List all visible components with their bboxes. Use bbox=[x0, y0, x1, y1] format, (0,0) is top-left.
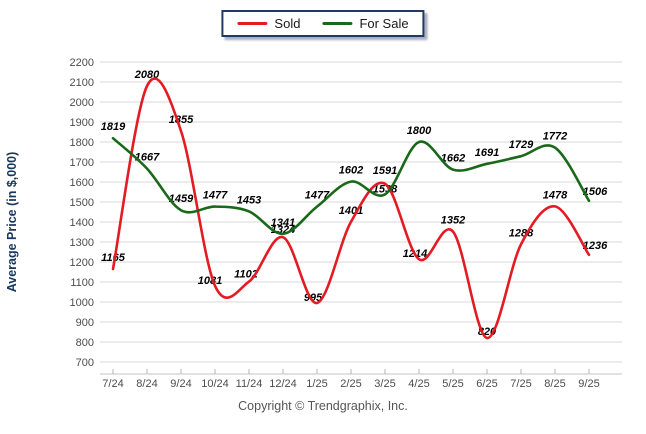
data-label-sold-5-25: 1352 bbox=[441, 215, 465, 227]
y-tick-label: 2000 bbox=[70, 97, 94, 109]
data-label-for-sale-9-25: 1506 bbox=[583, 186, 608, 198]
y-tick-label: 1800 bbox=[70, 137, 94, 149]
y-axis-title: Average Price (in $,000) bbox=[5, 152, 19, 293]
x-tick-label: 4/25 bbox=[408, 378, 429, 390]
y-tick-label: 1400 bbox=[70, 217, 94, 229]
x-tick-label: 1/25 bbox=[306, 378, 327, 390]
for-sale-line-swatch bbox=[322, 22, 353, 25]
x-tick-label: 2/25 bbox=[340, 378, 361, 390]
x-tick-label: 6/25 bbox=[476, 378, 497, 390]
y-tick-label: 700 bbox=[76, 357, 94, 369]
x-tick-label: 3/25 bbox=[374, 378, 395, 390]
x-tick-label: 7/24 bbox=[102, 378, 123, 390]
y-tick-label: 1200 bbox=[70, 257, 94, 269]
data-label-for-sale-5-25: 1662 bbox=[441, 153, 465, 165]
x-tick-label: 11/24 bbox=[236, 378, 263, 390]
data-label-for-sale-10-24: 1477 bbox=[203, 190, 228, 202]
x-tick-label: 9/25 bbox=[578, 378, 599, 390]
x-tick-label: 8/25 bbox=[544, 378, 565, 390]
data-label-for-sale-9-24: 1459 bbox=[169, 193, 194, 205]
sold-line-swatch bbox=[237, 22, 268, 25]
data-label-for-sale-8-25: 1772 bbox=[543, 131, 567, 143]
legend-label: For Sale bbox=[359, 16, 409, 31]
data-label-sold-2-25: 1401 bbox=[339, 205, 363, 217]
sold-series-line bbox=[111, 77, 591, 340]
data-label-sold-8-25: 1478 bbox=[543, 189, 568, 201]
data-label-sold-9-25: 1236 bbox=[583, 240, 608, 252]
y-tick-label: 2200 bbox=[70, 57, 94, 69]
legend-item-for-sale: For Sale bbox=[322, 16, 409, 31]
for-sale-series-line bbox=[111, 136, 591, 236]
data-label-sold-7-24: 1165 bbox=[101, 252, 126, 264]
data-label-for-sale-4-25: 1800 bbox=[407, 125, 432, 137]
legend-item-sold: Sold bbox=[237, 17, 300, 30]
y-tick-label: 1100 bbox=[70, 277, 94, 289]
y-tick-label: 1600 bbox=[70, 177, 94, 189]
x-tick-label: 7/25 bbox=[510, 378, 531, 390]
data-label-for-sale-7-24: 1819 bbox=[101, 121, 126, 133]
data-label-for-sale-7-25: 1729 bbox=[509, 139, 534, 151]
x-tick-label: 8/24 bbox=[136, 378, 157, 390]
y-tick-label: 1700 bbox=[70, 157, 94, 169]
y-tick-label: 1900 bbox=[70, 117, 94, 129]
data-label-sold-9-24: 1855 bbox=[169, 114, 194, 126]
data-label-sold-3-25: 1591 bbox=[373, 165, 397, 177]
x-tick-label: 9/24 bbox=[170, 378, 191, 390]
x-tick-label: 10/24 bbox=[201, 378, 229, 390]
data-label-for-sale-11-24: 1453 bbox=[237, 194, 261, 206]
x-tick-label: 12/24 bbox=[269, 378, 297, 390]
y-tick-label: 1000 bbox=[70, 297, 94, 309]
x-tick-label: 5/25 bbox=[442, 378, 463, 390]
y-tick-label: 1300 bbox=[70, 237, 94, 249]
data-label-for-sale-6-25: 1691 bbox=[475, 147, 499, 159]
data-label-for-sale-2-25: 1602 bbox=[339, 165, 363, 177]
y-tick-label: 800 bbox=[76, 337, 94, 349]
y-tick-label: 2100 bbox=[70, 77, 94, 89]
legend-label: Sold bbox=[274, 16, 301, 31]
copyright-text: Copyright © Trendgraphix, Inc. bbox=[238, 399, 408, 413]
data-label-for-sale-12-24: 1341 bbox=[271, 217, 295, 229]
legend: Sold For Sale bbox=[221, 10, 425, 37]
y-tick-label: 1500 bbox=[70, 197, 94, 209]
data-label-sold-10-24: 1081 bbox=[198, 275, 222, 287]
data-label-for-sale-1-25: 1477 bbox=[305, 190, 330, 202]
y-tick-label: 900 bbox=[76, 317, 94, 329]
data-label-for-sale-8-24: 1667 bbox=[135, 152, 160, 164]
